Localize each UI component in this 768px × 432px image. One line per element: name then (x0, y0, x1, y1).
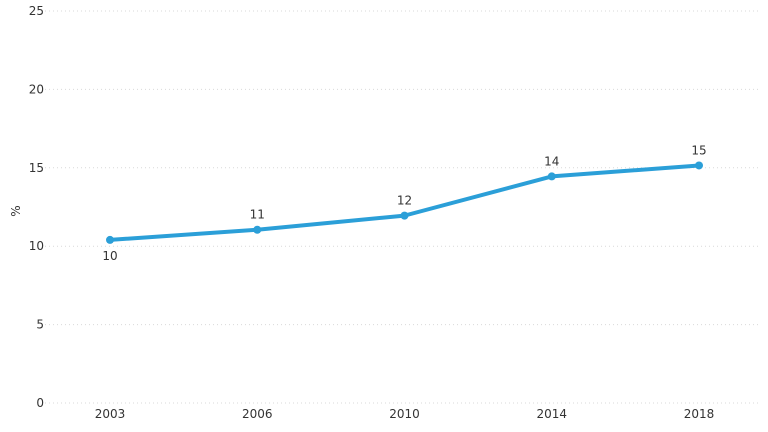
x-tick-label: 2010 (389, 407, 420, 421)
y-axis-ticks: 0 5 10 15 20 25 (29, 4, 44, 410)
y-tick-label: 5 (36, 318, 44, 332)
y-tick-label: 20 (29, 82, 44, 96)
data-labels: 10 11 12 14 15 (102, 143, 706, 262)
data-label: 11 (250, 208, 265, 222)
x-axis-ticks: 2003 2006 2010 2014 2018 (95, 407, 715, 421)
series (106, 161, 703, 244)
data-label: 12 (397, 194, 412, 208)
y-axis-label: % (9, 205, 23, 216)
y-tick-label: 10 (29, 239, 44, 253)
data-label: 15 (691, 143, 706, 157)
x-tick-label: 2003 (95, 407, 126, 421)
data-point[interactable] (253, 225, 262, 234)
data-point[interactable] (547, 172, 556, 181)
x-tick-label: 2014 (536, 407, 567, 421)
y-tick-label: 15 (29, 161, 44, 175)
data-point[interactable] (106, 235, 114, 244)
y-tick-label: 25 (29, 4, 44, 18)
x-tick-label: 2018 (684, 407, 715, 421)
y-tick-label: 0 (36, 396, 44, 410)
x-tick-label: 2006 (242, 407, 273, 421)
data-label: 14 (544, 154, 559, 168)
data-label: 10 (102, 249, 117, 263)
data-point[interactable] (400, 211, 409, 220)
data-point[interactable] (695, 161, 703, 170)
